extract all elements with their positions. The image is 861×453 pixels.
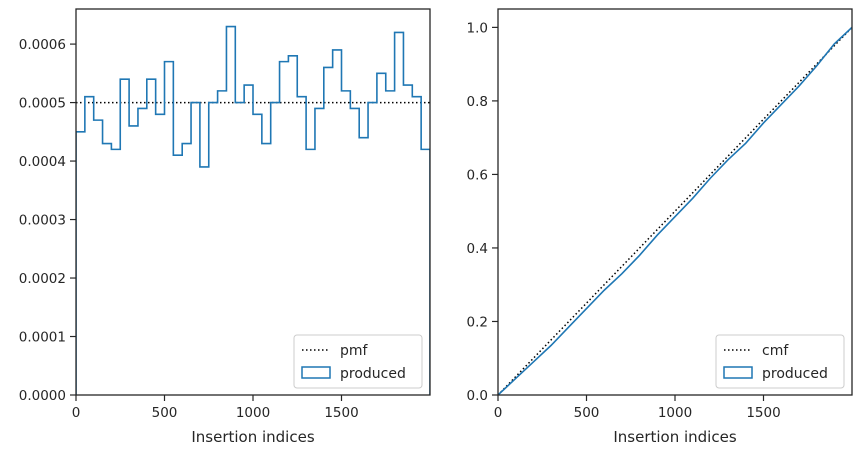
legend-swatch-produced xyxy=(301,366,331,379)
y-tick-label: 0.0 xyxy=(467,388,488,404)
x-tick-label: 500 xyxy=(152,405,178,421)
y-tick-label: 0.0004 xyxy=(19,154,66,170)
y-tick-label: 1.0 xyxy=(467,20,488,36)
x-tick-label: 0 xyxy=(72,405,81,421)
x-tick-label: 1000 xyxy=(236,405,270,421)
x-tick-label: 0 xyxy=(494,405,503,421)
plot-frame xyxy=(497,8,853,396)
legend-label-produced: produced xyxy=(762,366,828,382)
x-tick-label: 500 xyxy=(574,405,600,421)
y-tick-label: 0.0000 xyxy=(19,388,66,404)
series-produced xyxy=(498,26,852,395)
y-tick-label: 0.0006 xyxy=(19,37,66,53)
legend-label-cmf: cmf xyxy=(762,343,789,359)
y-tick-label: 0.6 xyxy=(467,167,488,183)
legend-box xyxy=(715,334,845,389)
y-tick-label: 0.8 xyxy=(467,94,488,110)
y-tick-label: 0.0003 xyxy=(19,213,66,229)
y-tick-label: 0.2 xyxy=(467,314,488,330)
series-produced xyxy=(76,25,430,395)
reference-line-cmf xyxy=(498,26,852,395)
legend: cmf produced xyxy=(715,334,845,389)
y-tick-label: 0.0002 xyxy=(19,271,66,287)
x-axis-label: Insertion indices xyxy=(191,428,314,446)
x-tick-label: 1500 xyxy=(324,405,358,421)
y-tick-label: 0.4 xyxy=(467,241,488,257)
x-tick-label: 1000 xyxy=(658,405,692,421)
legend-box xyxy=(293,334,423,389)
cmf-chart: 0 500 1000 1500 0.0 0.2 0.4 0.6 0.8 1.0 Insertion … xyxy=(467,8,853,446)
pmf-chart: 0 500 1000 1500 0.0000 0.0001 0.0002 0.0003 0.00… xyxy=(19,8,431,446)
y-tick-label: 0.0001 xyxy=(19,330,66,346)
legend-label-pmf: pmf xyxy=(340,343,369,359)
legend-label-produced: produced xyxy=(340,366,406,382)
legend: pmf produced xyxy=(293,334,423,389)
x-axis-label: Insertion indices xyxy=(613,428,736,446)
legend-swatch-produced xyxy=(723,366,753,379)
x-tick-label: 1500 xyxy=(746,405,780,421)
y-tick-label: 0.0005 xyxy=(19,96,66,112)
plot-frame xyxy=(75,8,431,396)
